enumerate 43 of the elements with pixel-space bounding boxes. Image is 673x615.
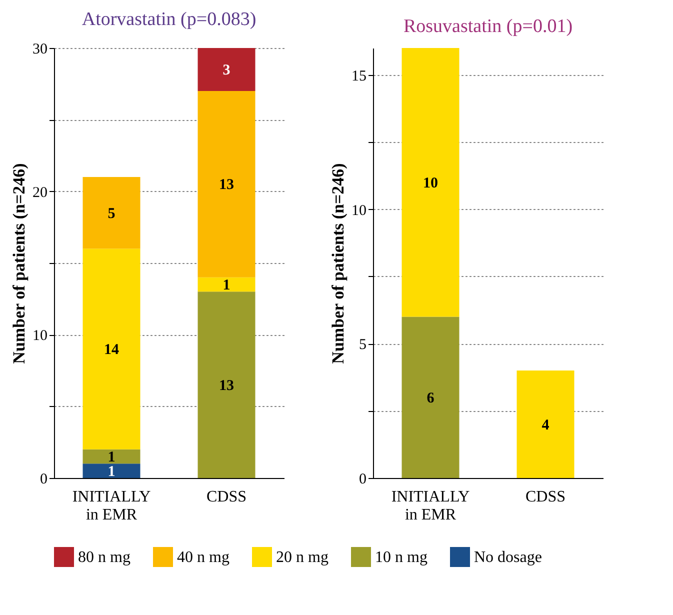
data-label: 13 [219, 378, 234, 394]
bar [198, 292, 256, 478]
bar [82, 464, 140, 478]
data-label: 1 [108, 464, 116, 480]
data-label: 13 [219, 177, 234, 194]
bar [198, 91, 256, 278]
data-label: 1 [108, 450, 116, 466]
bar [198, 277, 256, 292]
data-label: 3 [222, 62, 230, 78]
bar [402, 48, 460, 317]
x-tick-label: INITIALLY in EMR [391, 488, 470, 524]
data-label: 14 [104, 342, 120, 358]
bar [82, 177, 140, 249]
data-label: 5 [108, 206, 116, 222]
bar [402, 316, 460, 478]
y-tick-label: 0 [40, 472, 48, 488]
bar [82, 449, 140, 464]
data-label: 6 [426, 390, 435, 406]
y-tick-label: 30 [32, 42, 48, 58]
legend-label: 80 n mg [78, 549, 130, 566]
bar [82, 248, 140, 450]
legend-label: 20 n mg [276, 549, 328, 566]
y-tick-label: 10 [32, 328, 48, 344]
legend-label: No dosage [474, 549, 542, 566]
y-tick-label: 15 [352, 68, 366, 84]
bar [198, 48, 256, 91]
y-tick-label: 20 [32, 184, 48, 201]
chart-title: Rosuvastatin (p=0.01) [403, 16, 573, 37]
data-label: 1 [222, 278, 230, 294]
y-tick-label: 5 [359, 337, 366, 354]
x-tick-label: INITIALLY in EMR [72, 488, 152, 524]
x-tick-label: CDSS [206, 488, 247, 506]
legend-label: 10 n mg [375, 549, 428, 566]
bar [516, 370, 574, 478]
x-tick-label: CDSS [525, 488, 566, 506]
y-axis-title: Number of patients (n=246) [328, 163, 348, 364]
chart-title: Atorvastatin (p=0.083) [82, 9, 256, 30]
y-axis-title: Number of patients (n=246) [10, 163, 28, 364]
data-label: 10 [423, 175, 438, 192]
legend-label: 40 n mg [177, 549, 230, 566]
data-label: 4 [542, 417, 550, 434]
y-tick-label: 10 [352, 202, 366, 219]
y-tick-label: 0 [359, 472, 366, 488]
